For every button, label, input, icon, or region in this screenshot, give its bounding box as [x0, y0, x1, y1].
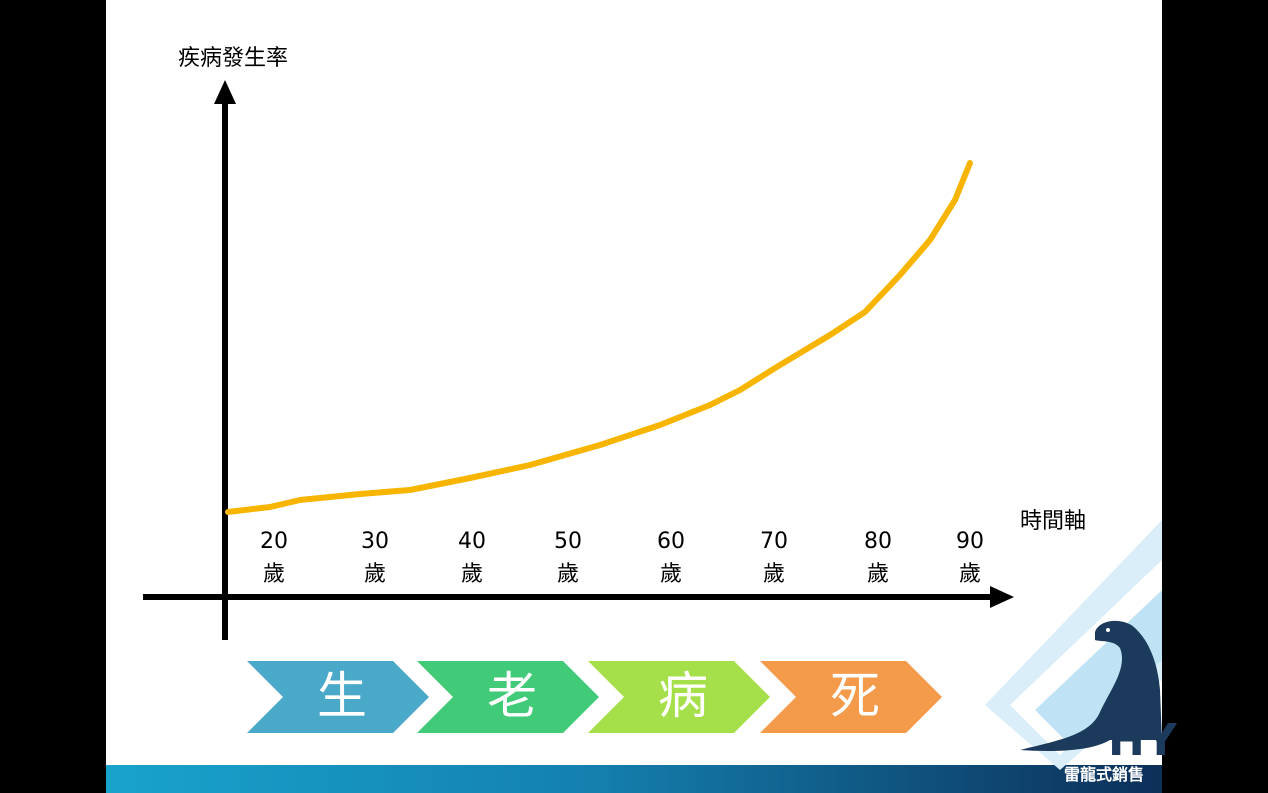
tick-number: 90	[956, 529, 984, 554]
stage-chevron	[247, 661, 429, 733]
life-stages: 生老病死	[247, 661, 942, 733]
logo-text: HY	[1108, 715, 1178, 766]
stage-chevron	[417, 661, 599, 733]
tick-number: 70	[760, 529, 788, 554]
tick-unit: 歲	[263, 562, 285, 587]
tick-number: 60	[657, 529, 685, 554]
age-ticks: 20 歲 30 歲 40 歲 50 歲 60 歲 70 歲 80 歲 90 歲	[260, 529, 984, 587]
tick-unit: 歲	[364, 562, 386, 587]
tick-unit: 歲	[660, 562, 682, 587]
tick-number: 50	[554, 529, 582, 554]
x-axis-arrow	[990, 586, 1014, 608]
stage-label: 生	[317, 667, 367, 725]
stage-label: 老	[487, 667, 537, 725]
stage-label: 死	[830, 667, 880, 725]
tick-number: 40	[458, 529, 486, 554]
logo-eye	[1106, 628, 1110, 632]
slide-background	[106, 0, 1162, 793]
x-axis-label: 時間軸	[1020, 509, 1086, 534]
tick-number: 30	[361, 529, 389, 554]
tick-unit: 歲	[959, 562, 981, 587]
y-axis-arrow	[214, 80, 236, 104]
logo: HY 雷龍式銷售	[985, 520, 1178, 784]
tick-unit: 歲	[763, 562, 785, 587]
tick-unit: 歲	[867, 562, 889, 587]
incidence-curve	[225, 160, 973, 515]
stage-chevron	[588, 661, 770, 733]
brand: 雷龍式銷售	[1064, 765, 1144, 784]
bottom-stripe	[106, 765, 1162, 793]
stage-chevron	[760, 661, 942, 733]
tick-number: 20	[260, 529, 288, 554]
logo-dinosaur	[1020, 620, 1162, 751]
tick-number: 80	[864, 529, 892, 554]
tick-unit: 歲	[461, 562, 483, 587]
stage-label: 病	[658, 667, 708, 725]
y-axis-label: 疾病發生率	[178, 46, 288, 71]
tick-unit: 歲	[557, 562, 579, 587]
